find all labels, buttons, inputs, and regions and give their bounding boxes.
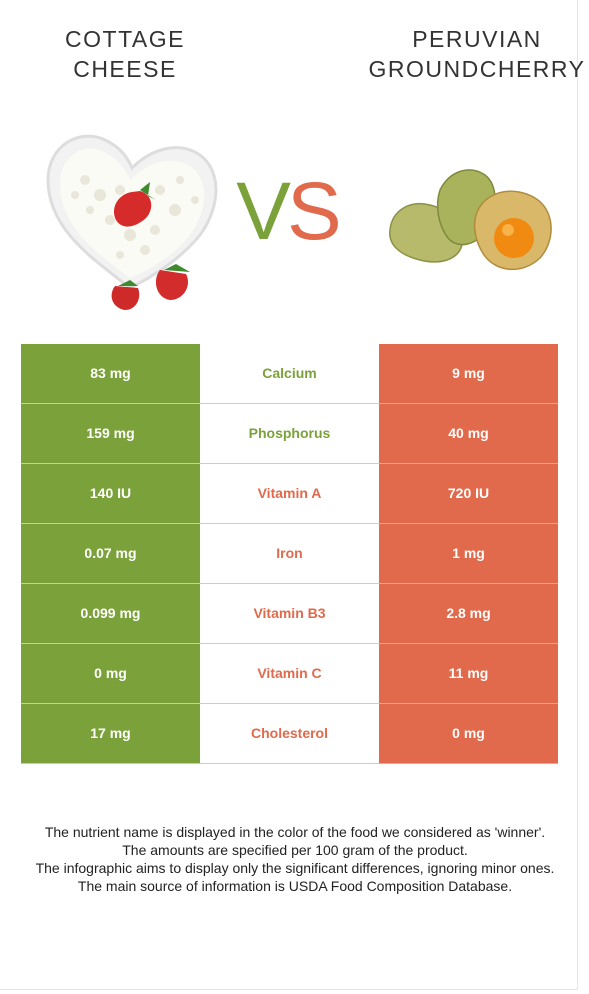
right-value: 11 mg [379, 644, 558, 703]
footnote-winner-color: The nutrient name is displayed in the co… [44, 824, 546, 840]
left-food-title-line-1: COTTAGE [65, 26, 185, 52]
right-value: 720 IU [379, 464, 558, 523]
comparison-table: 83 mg Calcium 9 mg 159 mg Phosphorus 40 … [21, 344, 558, 764]
vs-label: VS [222, 162, 352, 262]
footnote-source: The main source of information is USDA F… [77, 878, 513, 894]
table-row: 0.07 mg Iron 1 mg [21, 524, 558, 584]
table-row: 83 mg Calcium 9 mg [21, 344, 558, 404]
table-row: 0 mg Vitamin C 11 mg [21, 644, 558, 704]
left-value: 140 IU [21, 464, 200, 523]
right-food-title-line-2: GROUNDCHERRY [368, 56, 586, 82]
right-food-title-line-1: PERUVIAN [412, 26, 542, 52]
table-row: 17 mg Cholesterol 0 mg [21, 704, 558, 764]
left-food-title: COTTAGE CHEESE [40, 24, 210, 84]
nutrient-name: Calcium [200, 344, 379, 403]
left-value: 0.07 mg [21, 524, 200, 583]
right-value: 2.8 mg [379, 584, 558, 643]
left-value: 159 mg [21, 404, 200, 463]
nutrient-name: Cholesterol [200, 704, 379, 763]
right-food-title: PERUVIAN GROUNDCHERRY [362, 24, 589, 84]
groundcherry-image [389, 169, 552, 271]
table-row: 140 IU Vitamin A 720 IU [21, 464, 558, 524]
nutrient-name: Phosphorus [200, 404, 379, 463]
nutrient-name: Vitamin C [200, 644, 379, 703]
nutrient-name: Vitamin A [200, 464, 379, 523]
footnote-amounts: The amounts are specified per 100 gram o… [122, 842, 468, 858]
right-value: 1 mg [379, 524, 558, 583]
nutrient-name: Vitamin B3 [200, 584, 379, 643]
food-images [46, 134, 552, 310]
footnotes: The nutrient name is displayed in the co… [30, 823, 560, 895]
right-value: 40 mg [379, 404, 558, 463]
left-value: 0 mg [21, 644, 200, 703]
left-value: 83 mg [21, 344, 200, 403]
table-row: 0.099 mg Vitamin B3 2.8 mg [21, 584, 558, 644]
right-value: 9 mg [379, 344, 558, 403]
footnote-significant-differences: The infographic aims to display only the… [35, 860, 555, 876]
cottage-cheese-image [46, 134, 218, 310]
vs-letter-v: V [236, 166, 291, 257]
right-value: 0 mg [379, 704, 558, 763]
left-value: 0.099 mg [21, 584, 200, 643]
infographic-frame [0, 0, 578, 990]
left-food-title-line-2: CHEESE [73, 56, 177, 82]
vs-letter-s: S [287, 166, 342, 257]
table-row: 159 mg Phosphorus 40 mg [21, 404, 558, 464]
nutrient-name: Iron [200, 524, 379, 583]
left-value: 17 mg [21, 704, 200, 763]
